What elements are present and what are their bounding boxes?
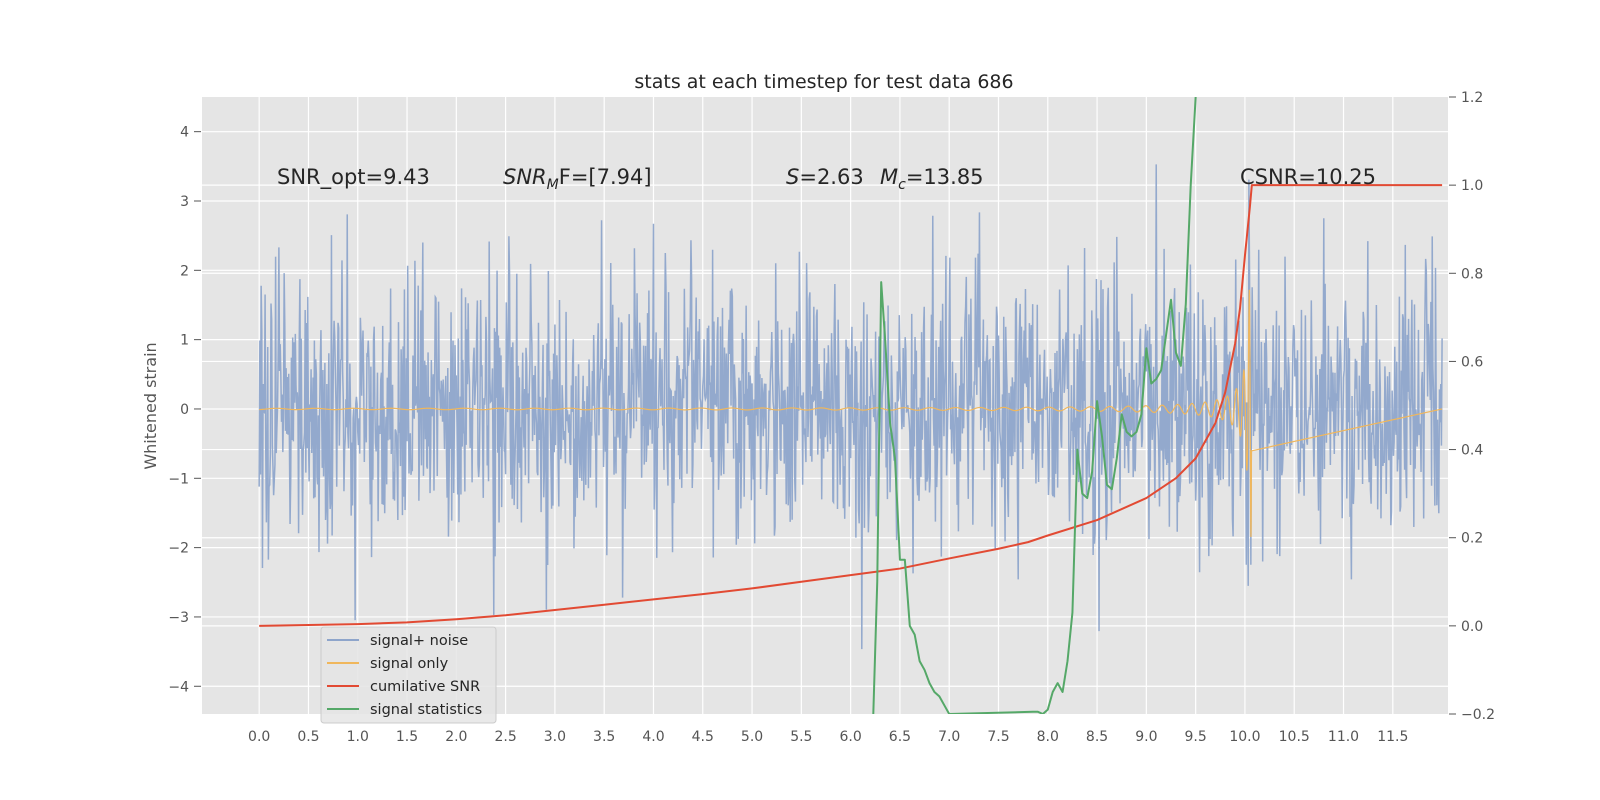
- x-tick-label: 10.5: [1279, 729, 1310, 745]
- s-annotation: S=2.63: [786, 165, 864, 189]
- y-tick-label: 4: [180, 125, 189, 141]
- y-tick-label: 0: [180, 402, 189, 418]
- y2-tick-label: 0.8: [1461, 266, 1483, 282]
- legend-label-cumulative-snr: cumilative SNR: [370, 679, 480, 695]
- y-tick-label: −1: [168, 471, 189, 487]
- x-tick-label: 9.0: [1135, 729, 1157, 745]
- x-tick-label: 6.0: [839, 729, 861, 745]
- legend-label-signal-only: signal only: [370, 656, 449, 672]
- legend-entry-signal-statistics: signal statistics: [327, 702, 482, 718]
- y2-tick-label: 1.2: [1461, 90, 1483, 106]
- y2-tick-label: 0.0: [1461, 619, 1483, 635]
- legend-entry-signal-noise: signal+ noise: [327, 633, 468, 649]
- y2-tick-label: −0.2: [1461, 707, 1495, 723]
- x-tick-label: 1.5: [396, 729, 418, 745]
- mc-annotation: Mc=13.85: [880, 165, 984, 193]
- x-tick-label: 3.0: [544, 729, 566, 745]
- legend-label-signal-statistics: signal statistics: [370, 702, 482, 718]
- snr-opt-annotation: SNR_opt=9.43: [277, 165, 430, 190]
- chart-title: stats at each timestep for test data 686: [634, 71, 1013, 93]
- x-tick-label: 10.0: [1229, 729, 1260, 745]
- axis-ticks: 0.0 0.5 1.0 1.5 2.0 2.5 3.0 3.5 4.0 4.5 5.0 5.5 6.0 6…: [168, 90, 1495, 745]
- y-tick-label: 2: [180, 263, 189, 279]
- x-tick-label: 6.5: [889, 729, 911, 745]
- x-tick-label: 8.5: [1086, 729, 1108, 745]
- x-tick-label: 5.0: [741, 729, 763, 745]
- x-tick-label: 9.5: [1185, 729, 1207, 745]
- csnr-annotation: CSNR=10.25: [1240, 165, 1376, 189]
- data-layer: [258, 97, 1443, 714]
- series-signal-only: [259, 289, 1443, 537]
- x-tick-label: 3.5: [593, 729, 615, 745]
- x-tick-label: 4.0: [642, 729, 664, 745]
- legend-label-signal-noise: signal+ noise: [370, 633, 468, 649]
- x-tick-label: 1.0: [347, 729, 369, 745]
- y2-tick-label: 0.6: [1461, 354, 1483, 370]
- y2-tick-label: 1.0: [1461, 178, 1483, 194]
- x-tick-label: 0.0: [248, 729, 270, 745]
- y-tick-label: 3: [180, 194, 189, 210]
- series-signal-statistics: [872, 97, 1197, 714]
- x-tick-label: 11.5: [1377, 729, 1408, 745]
- x-tick-label: 11.0: [1328, 729, 1359, 745]
- legend: signal+ noise signal only cumilative SNR…: [320, 626, 497, 724]
- x-tick-label: 2.5: [494, 729, 516, 745]
- y2-tick-label: 0.4: [1461, 443, 1483, 459]
- legend-entry-signal-only: signal only: [327, 656, 449, 672]
- y-tick-label: −4: [168, 679, 189, 695]
- y2-tick-label: 0.2: [1461, 531, 1483, 547]
- legend-box: [320, 626, 497, 724]
- x-tick-label: 4.5: [692, 729, 714, 745]
- series-signal-noise: [258, 164, 1443, 650]
- series-cumulative-snr: [259, 184, 1443, 627]
- snr-mf-annotation: SNRMF=[7.94]: [503, 165, 652, 193]
- x-tick-label: 2.0: [445, 729, 467, 745]
- x-tick-label: 0.5: [297, 729, 319, 745]
- x-tick-label: 7.0: [938, 729, 960, 745]
- x-tick-label: 8.0: [1037, 729, 1059, 745]
- y-tick-label: −3: [168, 610, 189, 626]
- legend-entry-cumulative-snr: cumilative SNR: [327, 679, 480, 695]
- annotations: SNR_opt=9.43 SNRMF=[7.94] S=2.63 Mc=13.8…: [277, 165, 1376, 193]
- y-tick-label: −2: [168, 541, 189, 557]
- x-tick-label: 7.5: [987, 729, 1009, 745]
- y-tick-label: 1: [180, 333, 189, 349]
- x-tick-label: 5.5: [790, 729, 812, 745]
- y-axis-title: Whitened strain: [141, 342, 160, 469]
